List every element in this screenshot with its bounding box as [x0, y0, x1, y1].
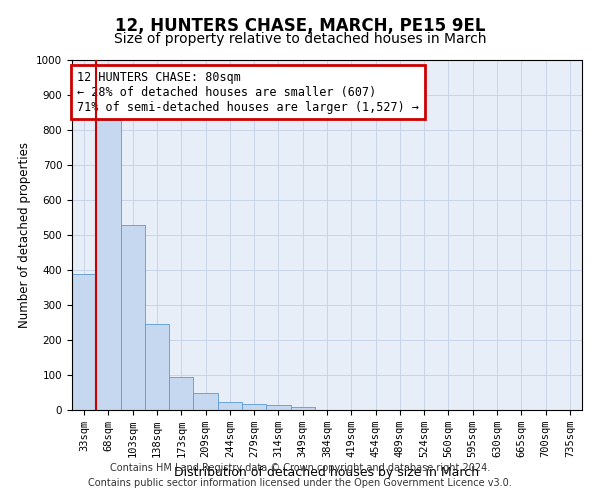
Bar	[96, 120, 121, 410]
Bar	[72, 274, 96, 410]
X-axis label: Distribution of detached houses by size in March: Distribution of detached houses by size …	[175, 466, 479, 478]
Bar	[169, 377, 193, 410]
Bar	[193, 392, 218, 410]
Bar	[290, 406, 315, 410]
Text: 12 HUNTERS CHASE: 80sqm
← 28% of detached houses are smaller (607)
71% of semi-d: 12 HUNTERS CHASE: 80sqm ← 28% of detache…	[77, 70, 419, 114]
Bar	[218, 402, 242, 410]
Text: 12, HUNTERS CHASE, MARCH, PE15 9EL: 12, HUNTERS CHASE, MARCH, PE15 9EL	[115, 18, 485, 36]
Bar	[242, 404, 266, 410]
Text: Contains HM Land Registry data © Crown copyright and database right 2024.
Contai: Contains HM Land Registry data © Crown c…	[88, 462, 512, 487]
Bar	[121, 224, 145, 410]
Y-axis label: Number of detached properties: Number of detached properties	[17, 142, 31, 328]
Bar	[145, 324, 169, 410]
Text: Size of property relative to detached houses in March: Size of property relative to detached ho…	[114, 32, 486, 46]
Bar	[266, 406, 290, 410]
